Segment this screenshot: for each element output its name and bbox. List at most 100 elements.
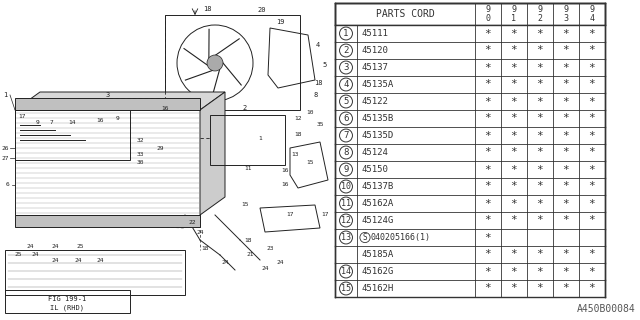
Text: *: * bbox=[484, 164, 492, 174]
Text: 24: 24 bbox=[261, 266, 269, 270]
Polygon shape bbox=[15, 98, 200, 110]
Text: 3: 3 bbox=[343, 63, 349, 72]
Text: 040205166(1): 040205166(1) bbox=[371, 233, 431, 242]
Text: *: * bbox=[536, 62, 543, 73]
Text: *: * bbox=[536, 267, 543, 276]
Text: 45137: 45137 bbox=[361, 63, 388, 72]
Text: 16: 16 bbox=[96, 117, 104, 123]
Text: *: * bbox=[589, 97, 595, 107]
Polygon shape bbox=[335, 161, 605, 178]
Text: 15: 15 bbox=[241, 203, 249, 207]
Text: IL (RHD): IL (RHD) bbox=[50, 305, 84, 311]
Text: *: * bbox=[563, 79, 570, 90]
Text: 18: 18 bbox=[201, 245, 209, 251]
Text: 16: 16 bbox=[281, 167, 289, 172]
Text: *: * bbox=[589, 198, 595, 209]
Text: *: * bbox=[511, 215, 517, 226]
Text: *: * bbox=[563, 62, 570, 73]
Polygon shape bbox=[335, 3, 605, 25]
Text: 5: 5 bbox=[323, 62, 327, 68]
Text: 15: 15 bbox=[341, 284, 351, 293]
Text: *: * bbox=[563, 181, 570, 191]
Text: *: * bbox=[511, 62, 517, 73]
Text: 16: 16 bbox=[161, 106, 169, 110]
Polygon shape bbox=[15, 92, 225, 110]
Text: 14: 14 bbox=[68, 119, 76, 124]
Circle shape bbox=[207, 55, 223, 71]
Polygon shape bbox=[335, 178, 605, 195]
Text: 18: 18 bbox=[294, 132, 301, 138]
Text: 15: 15 bbox=[307, 159, 314, 164]
Text: 13: 13 bbox=[291, 153, 299, 157]
Text: *: * bbox=[563, 114, 570, 124]
Text: *: * bbox=[484, 198, 492, 209]
Text: *: * bbox=[563, 284, 570, 293]
Text: S: S bbox=[363, 233, 367, 242]
Text: 25: 25 bbox=[76, 244, 84, 250]
Text: *: * bbox=[563, 198, 570, 209]
Text: 35: 35 bbox=[316, 123, 324, 127]
Text: 3: 3 bbox=[563, 14, 568, 23]
Text: 17: 17 bbox=[286, 212, 294, 218]
Text: 24: 24 bbox=[51, 258, 59, 262]
Text: 7: 7 bbox=[50, 119, 54, 124]
Text: *: * bbox=[484, 250, 492, 260]
Text: 6: 6 bbox=[343, 114, 349, 123]
Text: *: * bbox=[589, 148, 595, 157]
Text: 11: 11 bbox=[341, 199, 351, 208]
Text: 17: 17 bbox=[321, 212, 329, 218]
Text: 24: 24 bbox=[196, 229, 204, 235]
Text: *: * bbox=[536, 131, 543, 140]
Text: 18: 18 bbox=[244, 237, 252, 243]
Text: *: * bbox=[589, 79, 595, 90]
Text: *: * bbox=[589, 250, 595, 260]
Text: 16: 16 bbox=[281, 182, 289, 188]
Text: *: * bbox=[536, 284, 543, 293]
Text: 24: 24 bbox=[96, 258, 104, 262]
Text: *: * bbox=[563, 250, 570, 260]
Text: 20: 20 bbox=[258, 7, 266, 13]
Polygon shape bbox=[335, 110, 605, 127]
Text: 23: 23 bbox=[266, 245, 274, 251]
Text: 29: 29 bbox=[156, 146, 164, 150]
Text: *: * bbox=[511, 114, 517, 124]
Text: 3: 3 bbox=[106, 92, 110, 98]
Polygon shape bbox=[335, 25, 605, 42]
Text: 45135A: 45135A bbox=[361, 80, 393, 89]
Text: 45150: 45150 bbox=[361, 165, 388, 174]
Text: 45111: 45111 bbox=[361, 29, 388, 38]
Text: *: * bbox=[536, 148, 543, 157]
Text: *: * bbox=[484, 131, 492, 140]
Text: *: * bbox=[511, 181, 517, 191]
Polygon shape bbox=[335, 76, 605, 93]
Text: 1: 1 bbox=[511, 14, 516, 23]
Text: *: * bbox=[589, 62, 595, 73]
Text: *: * bbox=[484, 79, 492, 90]
Text: 45124G: 45124G bbox=[361, 216, 393, 225]
Text: *: * bbox=[563, 45, 570, 55]
Text: 24: 24 bbox=[221, 260, 228, 265]
Text: 10: 10 bbox=[307, 109, 314, 115]
Text: 45122: 45122 bbox=[361, 97, 388, 106]
Text: 12: 12 bbox=[294, 116, 301, 121]
Text: *: * bbox=[511, 250, 517, 260]
Polygon shape bbox=[335, 280, 605, 297]
Text: *: * bbox=[536, 114, 543, 124]
Text: *: * bbox=[484, 148, 492, 157]
Text: 18: 18 bbox=[203, 6, 211, 12]
Text: A450B00084: A450B00084 bbox=[577, 304, 636, 314]
Polygon shape bbox=[335, 195, 605, 212]
Polygon shape bbox=[335, 42, 605, 59]
Text: *: * bbox=[484, 284, 492, 293]
Text: 27: 27 bbox=[1, 156, 9, 161]
Text: 45162A: 45162A bbox=[361, 199, 393, 208]
Text: 10: 10 bbox=[341, 182, 351, 191]
Text: *: * bbox=[484, 45, 492, 55]
Text: 9: 9 bbox=[538, 5, 543, 14]
Text: *: * bbox=[484, 215, 492, 226]
Text: 1: 1 bbox=[343, 29, 349, 38]
Text: 45162H: 45162H bbox=[361, 284, 393, 293]
Text: *: * bbox=[589, 267, 595, 276]
Text: 2: 2 bbox=[343, 46, 349, 55]
Text: *: * bbox=[536, 79, 543, 90]
